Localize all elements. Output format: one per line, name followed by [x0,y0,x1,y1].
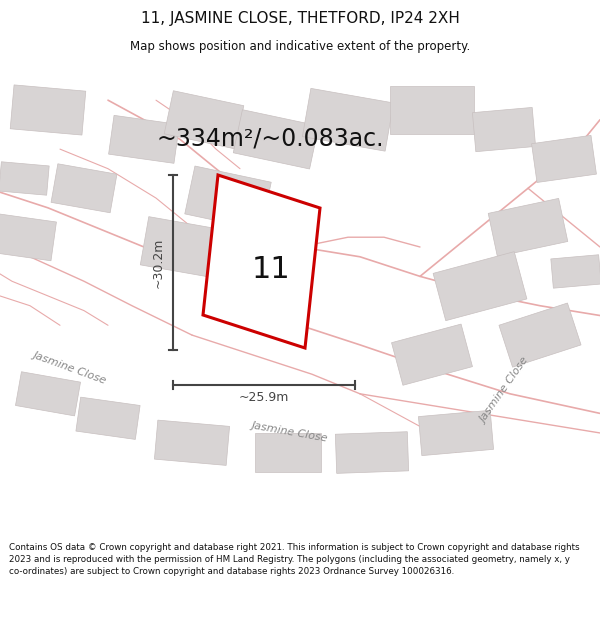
Polygon shape [76,397,140,439]
Polygon shape [164,91,244,149]
Polygon shape [472,107,536,152]
Polygon shape [418,411,494,456]
Polygon shape [10,85,86,135]
Text: ~25.9m: ~25.9m [239,391,289,404]
Polygon shape [233,110,319,169]
Text: Jasmine Close: Jasmine Close [479,356,532,424]
Polygon shape [488,198,568,256]
Polygon shape [433,252,527,321]
Polygon shape [0,162,49,195]
Polygon shape [16,372,80,416]
Polygon shape [109,116,179,163]
Text: Jasmine Close: Jasmine Close [32,350,108,386]
Polygon shape [390,86,474,134]
Polygon shape [499,303,581,367]
Polygon shape [0,214,56,261]
Polygon shape [255,433,321,472]
Text: Map shows position and indicative extent of the property.: Map shows position and indicative extent… [130,40,470,53]
Polygon shape [551,255,600,288]
Text: 11: 11 [252,255,291,284]
Text: ~334m²/~0.083ac.: ~334m²/~0.083ac. [156,126,384,150]
Polygon shape [392,324,472,385]
Text: 11, JASMINE CLOSE, THETFORD, IP24 2XH: 11, JASMINE CLOSE, THETFORD, IP24 2XH [140,11,460,26]
Polygon shape [302,88,394,151]
Polygon shape [335,432,409,473]
Text: Jasmine Close: Jasmine Close [251,421,329,444]
Polygon shape [203,175,320,348]
Polygon shape [140,217,220,278]
Polygon shape [185,166,271,230]
Polygon shape [154,420,230,466]
Text: Contains OS data © Crown copyright and database right 2021. This information is : Contains OS data © Crown copyright and d… [9,543,580,576]
Text: ~30.2m: ~30.2m [152,238,165,288]
Polygon shape [51,164,117,212]
Polygon shape [532,136,596,182]
